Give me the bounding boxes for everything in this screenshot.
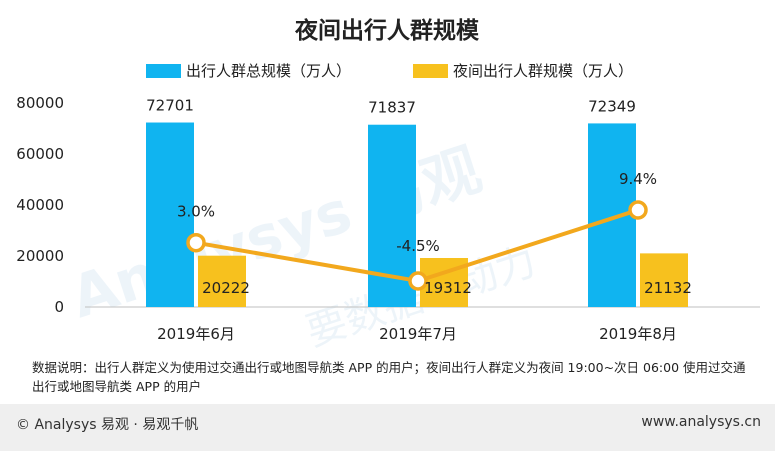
y-axis: 0 20000 40000 60000 80000 — [16, 94, 64, 316]
watermark: Analysys 易观 要数据 · 动力 — [63, 135, 542, 356]
footer-url[interactable]: www.analysys.cn — [641, 414, 761, 430]
bar-night — [198, 255, 246, 307]
growth-label: -4.5% — [396, 237, 440, 255]
bar-total-label: 72349 — [588, 97, 636, 115]
growth-point — [408, 271, 428, 291]
legend-swatch-total — [146, 64, 181, 78]
legend-label-total: 出行人群总规模（万人） — [186, 62, 351, 80]
footer-bar — [0, 404, 775, 451]
growth-label: 3.0% — [177, 203, 215, 221]
legend-swatch-night — [413, 64, 448, 78]
legend-label-night: 夜间出行人群规模（万人） — [453, 62, 633, 80]
growth-point — [628, 200, 648, 220]
growth-label: 9.4% — [619, 170, 657, 188]
bar-night-label: 20222 — [202, 279, 250, 297]
growth-line-layer: 3.0% -4.5% 9.4% — [177, 170, 657, 291]
x-tick-label: 2019年8月 — [599, 325, 677, 343]
x-axis: 2019年6月 2019年7月 2019年8月 — [157, 325, 677, 343]
y-tick-label: 60000 — [16, 145, 64, 163]
bar-total-label: 72701 — [146, 97, 194, 115]
bar-night — [640, 253, 688, 307]
bar-total — [588, 123, 636, 307]
data-note: 数据说明：出行人群定义为使用过交通出行或地图导航类 APP 的用户；夜间出行人群… — [32, 360, 746, 394]
y-tick-label: 20000 — [16, 247, 64, 265]
x-tick-label: 2019年7月 — [379, 325, 457, 343]
bar-night-label: 19312 — [424, 279, 472, 297]
bar-night-label: 21132 — [644, 279, 692, 297]
footer-brand: © Analysys 易观 · 易观千帆 — [16, 417, 199, 433]
y-tick-label: 0 — [54, 298, 64, 316]
x-tick-label: 2019年6月 — [157, 325, 235, 343]
bar-total — [146, 122, 194, 307]
bars-layer — [146, 122, 688, 307]
chart-title: 夜间出行人群规模 — [294, 17, 480, 44]
growth-point — [186, 232, 206, 253]
data-labels-layer: 72701 20222 71837 19312 72349 21132 — [146, 97, 692, 297]
y-tick-label: 80000 — [16, 94, 64, 112]
y-tick-label: 40000 — [16, 196, 64, 214]
bar-total-label: 71837 — [368, 99, 416, 117]
legend: 出行人群总规模（万人） 夜间出行人群规模（万人） — [146, 62, 633, 80]
